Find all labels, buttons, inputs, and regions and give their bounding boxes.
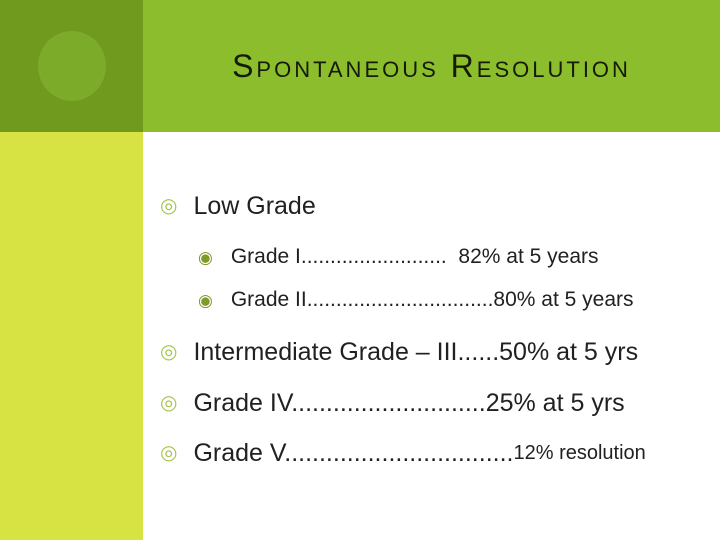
fisheye-bullet-icon: ◉ (198, 290, 213, 310)
list-item-grade-3: ◎ Intermediate Grade – III......50% at 5… (160, 335, 720, 369)
bullet-text: Grade IV............................25% … (193, 389, 625, 417)
fisheye-bullet-icon: ◉ (198, 247, 213, 267)
list-item-grade-5: ◎ Grade V...............................… (160, 436, 720, 470)
list-item-low-grade: ◎ Low Grade (160, 189, 720, 223)
bullet-text: Intermediate Grade – III......50% at 5 y… (193, 338, 639, 366)
list-item-grade-1: ◉ Grade I......................... 82% a… (198, 243, 720, 271)
bullseye-bullet-icon: ◎ (160, 195, 178, 217)
bullet-text: Grade II................................… (230, 288, 634, 311)
bullet-text-suffix: 12% resolution (513, 442, 646, 464)
list-item-grade-2: ◉ Grade II..............................… (198, 286, 720, 314)
title-area: Spontaneous Resolution (143, 0, 720, 132)
bullet-text: Grade V................................. (193, 439, 514, 467)
bullet-text: Grade I......................... 82% at … (230, 245, 599, 268)
bullseye-bullet-icon: ◎ (160, 442, 178, 464)
bullseye-bullet-icon: ◎ (160, 392, 178, 414)
bullet-text: Low Grade (193, 192, 316, 220)
left-sidebar-band (0, 132, 143, 540)
slide-title: Spontaneous Resolution (232, 47, 631, 84)
corner-circle-icon (38, 31, 106, 101)
slide-body: ◎ Low Grade ◉ Grade I...................… (143, 132, 720, 540)
list-item-grade-4: ◎ Grade IV............................25… (160, 386, 720, 420)
bullseye-bullet-icon: ◎ (160, 341, 178, 363)
corner-accent-square (0, 0, 143, 132)
